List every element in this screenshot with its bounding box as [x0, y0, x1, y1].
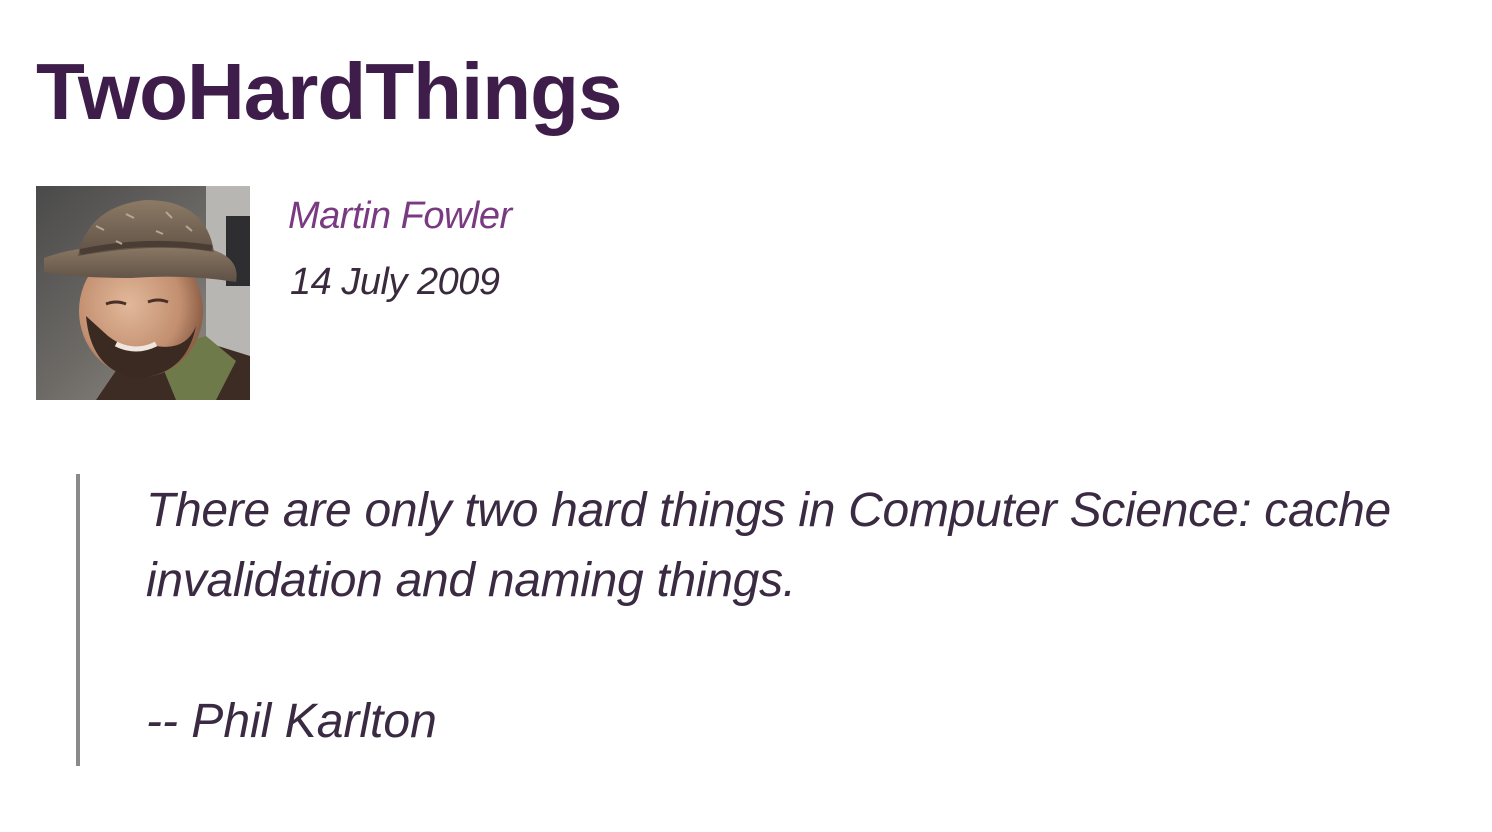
author-avatar[interactable]: [36, 186, 250, 400]
page-title: TwoHardThings: [36, 47, 622, 136]
author-link[interactable]: Martin Fowler: [288, 195, 512, 237]
quote-text: There are only two hard things in Comput…: [146, 484, 1391, 607]
author-photo: [36, 186, 250, 400]
blockquote: There are only two hard things in Comput…: [76, 474, 1492, 766]
quote-attribution: -- Phil Karlton: [146, 695, 437, 748]
post-date: 14 July 2009: [290, 261, 500, 303]
